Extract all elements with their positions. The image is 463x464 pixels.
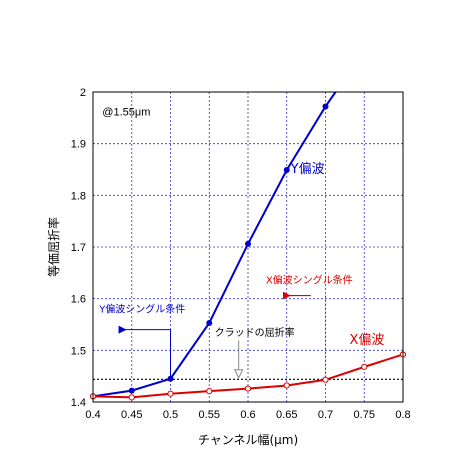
x-tick-label: 0.75 xyxy=(354,409,375,421)
data-point-y-polarization xyxy=(206,319,213,326)
y-tick-label: 1.5 xyxy=(71,345,86,357)
y-tick-label: 1.4 xyxy=(71,397,86,409)
data-point-x-polarization xyxy=(244,385,252,392)
x-tick-label: 0.4 xyxy=(85,409,100,421)
x-single-mode-condition-label: X偏波シングル条件 xyxy=(266,274,353,287)
wavelength-note: @1.55μm xyxy=(102,106,150,118)
data-point-x-polarization xyxy=(322,376,329,383)
x-tick-label: 0.55 xyxy=(199,409,220,421)
y-tick-labels: 1.4 1.5 1.6 1.7 1.8 1.9 2 xyxy=(71,87,86,409)
data-point-y-polarization xyxy=(167,375,174,382)
y-tick-label: 1.9 xyxy=(71,139,86,151)
data-point-x-polarization xyxy=(128,394,135,401)
x-tick-label: 0.65 xyxy=(276,409,297,421)
series-line-y-polarization xyxy=(92,91,337,398)
data-point-y-polarization xyxy=(283,167,290,174)
data-point-x-polarization xyxy=(283,382,290,389)
y-tick-label: 1.8 xyxy=(71,190,86,202)
x-tick-labels: 0.4 0.45 0.5 0.55 0.6 0.65 0.7 0.75 0.8 xyxy=(85,409,410,421)
cladding-index-label: クラッドの屈折率 xyxy=(215,326,295,339)
y-tick-label: 2 xyxy=(80,87,86,99)
y-tick-label: 1.7 xyxy=(71,242,86,254)
x-axis-label: チャンネル幅(μm) xyxy=(198,432,298,447)
grid xyxy=(93,92,403,402)
data-point-x-polarization xyxy=(167,390,174,397)
annotation-arrows xyxy=(118,291,326,379)
data-point-y-polarization xyxy=(128,387,135,394)
series-label-y-polarization: Y偏波 xyxy=(290,162,325,177)
series-label-x-polarization: X偏波 xyxy=(350,333,385,348)
y-tick-label: 1.6 xyxy=(71,294,86,306)
x-tick-label: 0.5 xyxy=(163,409,178,421)
data-point-y-polarization xyxy=(245,240,251,247)
x-tick-label: 0.6 xyxy=(240,409,255,421)
data-point-x-polarization xyxy=(361,363,368,370)
y-axis-label: 等価屈折率 xyxy=(46,217,61,277)
series-layer xyxy=(89,91,407,401)
plot-frame xyxy=(92,91,404,403)
data-point-y-polarization xyxy=(322,103,329,110)
x-tick-label: 0.45 xyxy=(121,409,142,421)
x-tick-label: 0.7 xyxy=(318,409,333,421)
cladding-arrow-head xyxy=(233,369,244,379)
y-single-mode-condition-label: Y偏波シングル条件 xyxy=(98,303,185,316)
x-tick-label: 0.8 xyxy=(395,409,410,421)
data-point-x-polarization xyxy=(206,388,213,395)
